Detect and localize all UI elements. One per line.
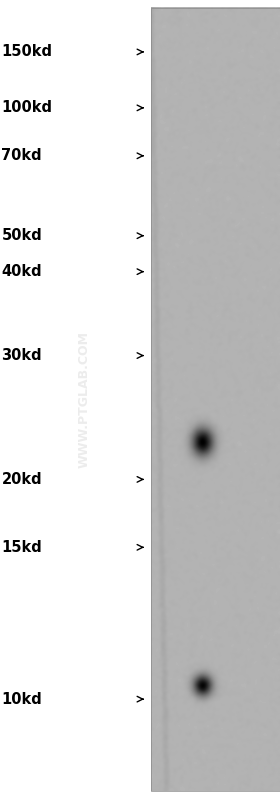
Text: 150kd: 150kd: [1, 45, 52, 59]
Text: 40kd: 40kd: [1, 264, 42, 279]
Text: 100kd: 100kd: [1, 101, 52, 115]
Bar: [151, 8, 280, 791]
Text: 70kd: 70kd: [1, 149, 42, 163]
Text: 30kd: 30kd: [1, 348, 42, 363]
Text: 15kd: 15kd: [1, 540, 42, 555]
Text: 50kd: 50kd: [1, 229, 42, 243]
Text: 10kd: 10kd: [1, 692, 42, 706]
Text: WWW.PTGLAB.COM: WWW.PTGLAB.COM: [78, 331, 90, 468]
Text: 20kd: 20kd: [1, 472, 42, 487]
